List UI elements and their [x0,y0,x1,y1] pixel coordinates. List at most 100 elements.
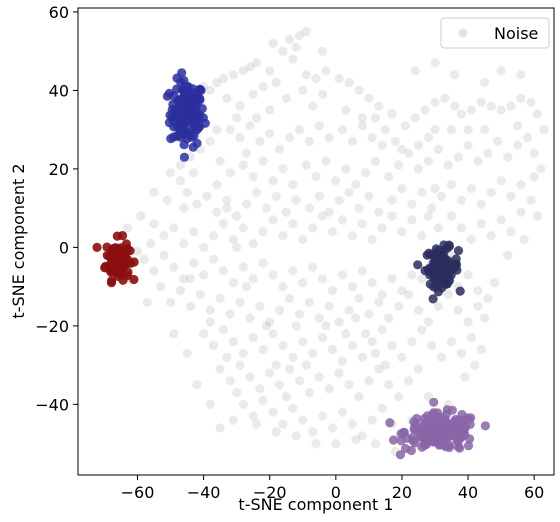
noise-point [387,274,397,284]
noise-point [466,234,476,245]
noise-point [232,211,242,221]
noise-point [397,352,407,362]
noise-point [404,289,414,300]
noise-point [318,274,328,284]
noise-point [258,156,268,166]
cluster-2-point [92,242,102,252]
cluster-4-point [451,414,461,425]
noise-point [136,211,146,221]
noise-point [179,238,189,249]
noise-point [489,278,500,288]
noise-point [394,391,404,402]
noise-point [202,191,212,201]
noise-point [463,317,473,327]
y-tick-label: 40 [49,81,69,100]
noise-point [271,78,281,88]
noise-point [536,164,546,174]
noise-point [427,340,437,351]
noise-point [218,219,228,229]
noise-point [298,415,308,425]
noise-point [265,105,275,115]
noise-point [278,340,288,351]
noise-point [281,391,291,402]
cluster-1-point [169,91,179,101]
noise-point [446,211,457,221]
noise-point [480,313,490,323]
noise-point [321,321,331,331]
cluster-1-point [186,128,196,138]
noise-point [182,348,192,358]
noise-point [288,219,298,229]
noise-point [318,333,328,343]
noise-point [417,274,427,284]
cluster-3-point [439,250,449,261]
noise-point [321,156,331,166]
noise-point [275,144,285,154]
cluster-2-point [112,231,122,241]
noise-point [251,419,262,429]
cluster-4-point [426,430,436,440]
noise-point [341,105,351,115]
cluster-1-point [179,152,189,162]
noise-point [437,352,447,362]
noise-point [248,172,258,182]
noise-point [275,305,285,315]
noise-point [248,274,258,284]
noise-point [255,384,265,394]
noise-point [357,121,367,131]
noise-point [400,121,410,131]
noise-point [189,168,199,178]
noise-point [361,329,371,339]
noise-point [446,337,457,347]
noise-point [235,101,245,111]
noise-point [377,325,387,335]
noise-point [258,258,268,268]
noise-point [367,234,377,245]
noise-point [430,97,440,107]
noise-point [337,270,347,280]
cluster-3-point [423,265,433,275]
cluster-2-point [129,257,139,267]
noise-point [268,407,278,417]
noise-point [460,372,470,382]
noise-point [324,301,334,311]
noise-point [222,195,232,205]
noise-point [258,395,268,405]
noise-point [182,187,192,197]
noise-point [344,380,354,390]
y-tick-label: 0 [59,238,69,257]
x-tick-label: 60 [524,483,544,502]
noise-point [516,70,526,80]
noise-point [407,199,417,209]
noise-point [285,293,295,303]
noise-point [238,160,248,170]
cluster-4-point [395,450,405,460]
noise-point [423,132,433,143]
noise-point [169,223,179,233]
noise-point [456,109,466,119]
noise-point [324,207,334,217]
noise-point [205,305,215,315]
noise-point [271,427,281,437]
noise-point [387,340,397,351]
noise-point [453,152,463,162]
noise-point [480,125,490,135]
noise-point [288,54,298,64]
noise-point [285,132,295,143]
noise-point [324,384,334,394]
noise-point [433,301,443,311]
x-axis-label: t-SNE component 1 [238,495,393,514]
noise-point [341,164,351,174]
noise-point [344,187,354,197]
cluster-1-point [188,142,198,152]
noise-point [212,180,222,190]
noise-point [268,38,278,48]
noise-point [311,74,321,84]
noise-point [255,301,265,311]
noise-point [526,97,536,107]
y-tick-label: 20 [49,160,69,179]
noise-point [463,125,473,135]
noise-point [367,278,377,288]
noise-point [529,172,539,182]
